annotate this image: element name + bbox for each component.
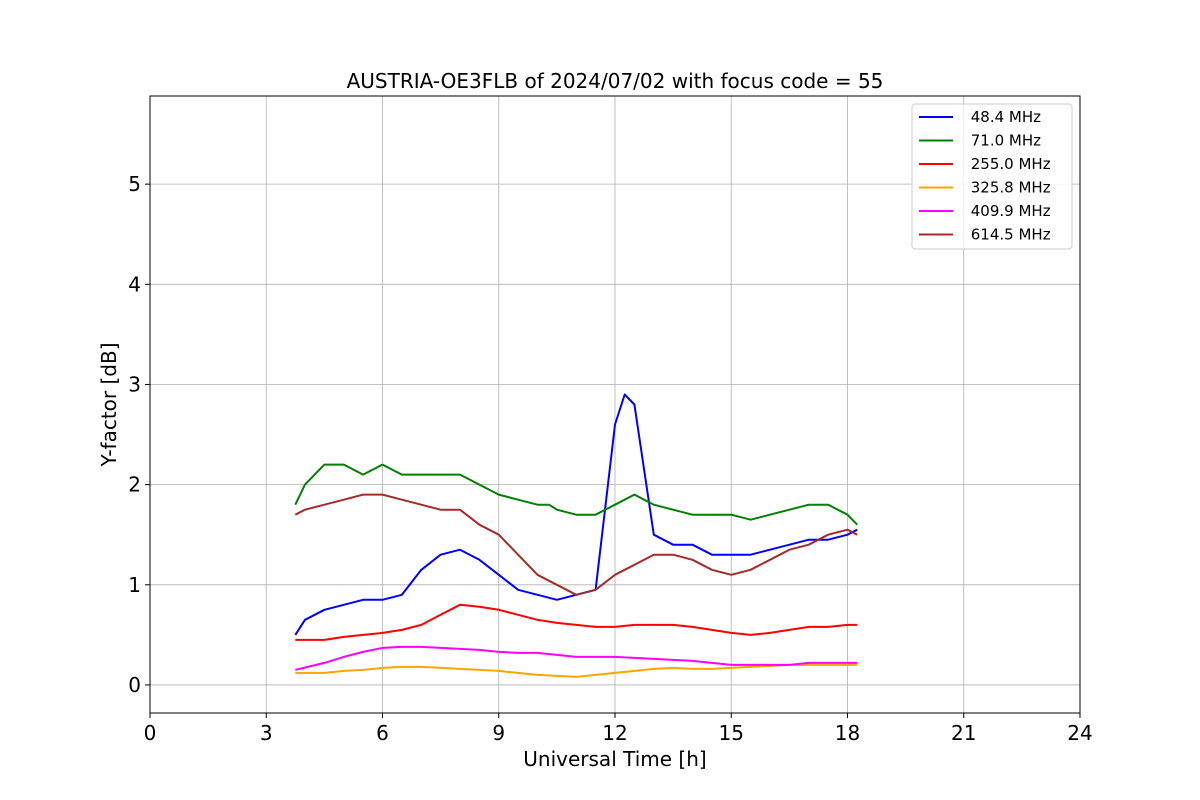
legend: 48.4 MHz 71.0 MHz 255.0 MHz 325.8 MHz 40… [911, 103, 1073, 250]
legend-label-3: 325.8 MHz [966, 179, 1051, 197]
x-tick-label: 18 [835, 721, 860, 745]
series-line-5 [294, 493, 858, 596]
x-tick-label: 15 [719, 721, 744, 745]
y-axis-label: Y-factor [dB] [97, 342, 121, 467]
legend-label-4: 409.9 MHz [966, 202, 1051, 220]
series-line-2 [295, 603, 858, 641]
x-tick-label: 3 [260, 721, 273, 745]
x-tick-label: 0 [144, 721, 157, 745]
series-line-4 [295, 645, 858, 671]
legend-label-0: 48.4 MHz [966, 108, 1041, 126]
y-tick-label: 1 [128, 573, 141, 597]
y-tick-label: 3 [128, 372, 141, 396]
legend-label-1: 71.0 MHz [966, 132, 1041, 150]
y-tick-label: 0 [128, 673, 141, 697]
y-tick-label: 2 [128, 473, 141, 497]
legend-label-2: 255.0 MHz [966, 155, 1051, 173]
series-line-1 [294, 463, 858, 526]
legend-label-5: 614.5 MHz [966, 226, 1051, 244]
chart-title: AUSTRIA-OE3FLB of 2024/07/02 with focus … [347, 69, 884, 93]
x-axis-label: Universal Time [h] [523, 747, 706, 771]
y-tick-label: 5 [128, 172, 141, 196]
x-tick-label: 12 [602, 721, 627, 745]
x-tick-label: 6 [376, 721, 389, 745]
y-tick-label: 4 [128, 272, 141, 296]
x-tick-label: 21 [951, 721, 976, 745]
x-tick-label: 9 [492, 721, 505, 745]
series-layer [294, 393, 858, 678]
x-tick-label: 24 [1067, 721, 1092, 745]
